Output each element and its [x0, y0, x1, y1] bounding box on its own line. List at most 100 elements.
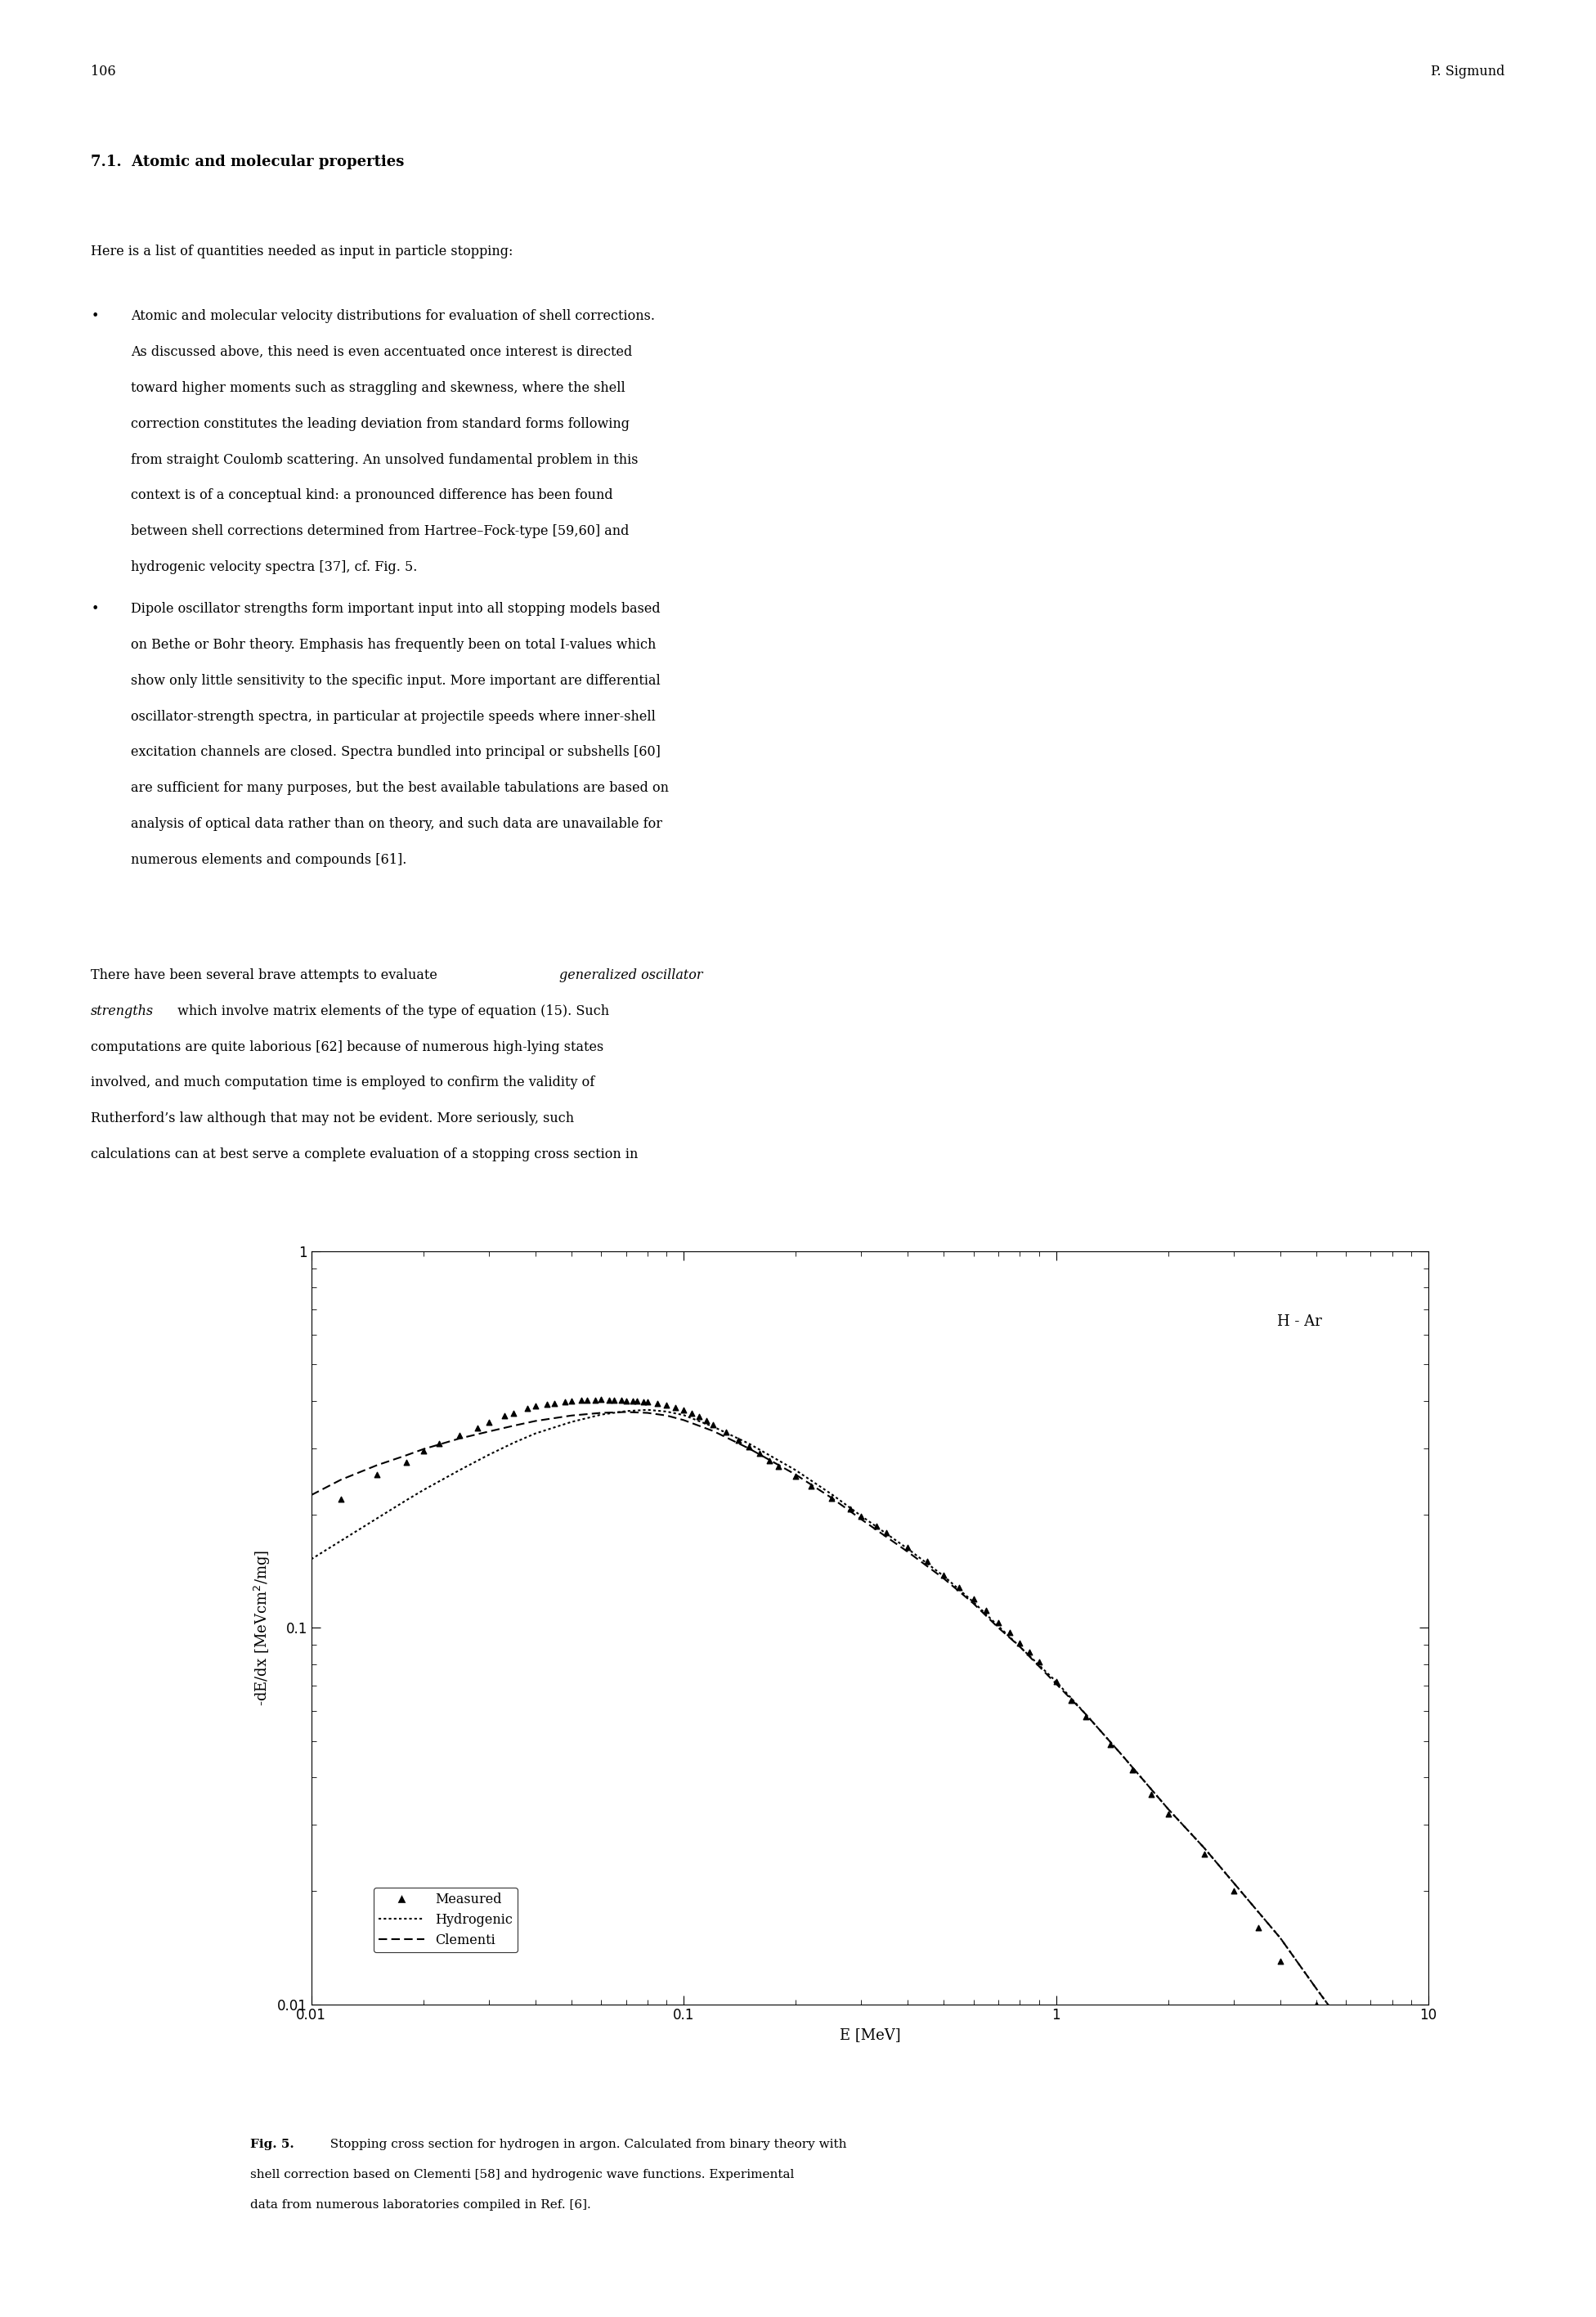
Point: [535, 1386, 560, 1423]
Point: [364, 1455, 389, 1492]
Point: [327, 1481, 353, 1518]
Point: [986, 1603, 1012, 1640]
Text: on Bethe or Bohr theory. Emphasis has frequently been on total I-values which: on Bethe or Bohr theory. Emphasis has fr…: [131, 637, 656, 651]
Point: [568, 1381, 594, 1418]
Text: involved, and much computation time is employed to confirm the validity of: involved, and much computation time is e…: [91, 1075, 595, 1089]
Point: [701, 1406, 726, 1443]
Point: [1138, 1777, 1163, 1814]
Point: [766, 1448, 792, 1485]
Point: [1119, 1752, 1144, 1789]
Point: [747, 1434, 772, 1471]
Text: computations are quite laborious [62] because of numerous high-lying states: computations are quite laborious [62] be…: [91, 1040, 603, 1054]
Text: correction constitutes the leading deviation from standard forms following: correction constitutes the leading devia…: [131, 417, 629, 431]
Point: [1017, 1633, 1042, 1671]
Point: [426, 1425, 452, 1462]
Text: show only little sensitivity to the specific input. More important are different: show only little sensitivity to the spec…: [131, 674, 661, 688]
Point: [736, 1427, 761, 1464]
Point: [476, 1404, 501, 1441]
Text: from straight Coulomb scattering. An unsolved fundamental problem in this: from straight Coulomb scattering. An uns…: [131, 452, 638, 466]
Point: [410, 1432, 436, 1469]
Point: [541, 1386, 567, 1423]
Point: [725, 1423, 750, 1460]
Point: [662, 1388, 688, 1425]
Text: data from numerous laboratories compiled in Ref. [6].: data from numerous laboratories compiled…: [251, 2199, 591, 2210]
Point: [693, 1402, 718, 1439]
Point: [597, 1381, 622, 1418]
Point: [946, 1569, 972, 1606]
Text: Here is a list of quantities needed as input in particle stopping:: Here is a list of quantities needed as i…: [91, 246, 514, 260]
Point: [522, 1388, 547, 1425]
Text: toward higher moments such as straggling and skewness, where the shell: toward higher moments such as straggling…: [131, 380, 626, 394]
Point: [1267, 1942, 1293, 1979]
Text: H - Ar: H - Ar: [1277, 1314, 1321, 1330]
Point: [670, 1393, 696, 1430]
Y-axis label: -dE/dx [MeVcm$^2$/mg]: -dE/dx [MeVcm$^2$/mg]: [252, 1550, 273, 1705]
Point: [1358, 2048, 1384, 2085]
Point: [974, 1592, 999, 1629]
Point: [895, 1529, 921, 1566]
Point: [514, 1390, 539, 1427]
Point: [1098, 1726, 1124, 1763]
Point: [447, 1416, 472, 1453]
Point: [1379, 2074, 1404, 2111]
Point: [559, 1383, 584, 1420]
Text: Fig. 5.: Fig. 5.: [251, 2139, 295, 2150]
Point: [849, 1497, 875, 1534]
Text: There have been several brave attempts to evaluate: There have been several brave attempts t…: [91, 969, 442, 982]
Text: 7.1.  Atomic and molecular properties: 7.1. Atomic and molecular properties: [91, 155, 404, 169]
Point: [1007, 1624, 1033, 1661]
Point: [873, 1513, 899, 1550]
Point: [635, 1383, 661, 1420]
Point: [602, 1381, 627, 1418]
Point: [464, 1409, 490, 1446]
Point: [619, 1383, 645, 1420]
Point: [757, 1441, 782, 1478]
Text: Stopping cross section for hydrogen in argon. Calculated from binary theory with: Stopping cross section for hydrogen in a…: [322, 2139, 847, 2150]
Point: [608, 1381, 634, 1418]
Point: [998, 1615, 1023, 1652]
Point: [1156, 1796, 1181, 1833]
Text: context is of a conceptual kind: a pronounced difference has been found: context is of a conceptual kind: a prono…: [131, 489, 613, 503]
Point: [1026, 1643, 1052, 1680]
Point: [1246, 1909, 1272, 1946]
Point: [686, 1399, 712, 1437]
Text: hydrogenic velocity spectra [37], cf. Fig. 5.: hydrogenic velocity spectra [37], cf. Fi…: [131, 561, 417, 575]
Point: [630, 1383, 656, 1420]
Text: are sufficient for many purposes, but the best available tabulations are based o: are sufficient for many purposes, but th…: [131, 781, 669, 795]
Point: [1416, 2113, 1441, 2150]
Text: Rutherford’s law although that may not be evident. More seriously, such: Rutherford’s law although that may not b…: [91, 1112, 575, 1126]
Text: •: •: [91, 602, 99, 616]
Point: [678, 1395, 704, 1432]
Text: •: •: [91, 308, 99, 322]
Point: [819, 1481, 844, 1518]
Text: As discussed above, this need is even accentuated once interest is directed: As discussed above, this need is even ac…: [131, 345, 632, 359]
Point: [713, 1413, 739, 1450]
Point: [798, 1467, 824, 1504]
Text: analysis of optical data rather than on theory, and such data are unavailable fo: analysis of optical data rather than on …: [131, 818, 662, 832]
Text: generalized oscillator: generalized oscillator: [559, 969, 702, 982]
Point: [654, 1386, 680, 1423]
Text: Atomic and molecular velocity distributions for evaluation of shell corrections.: Atomic and molecular velocity distributi…: [131, 308, 654, 322]
Text: calculations can at best serve a complete evaluation of a stopping cross section: calculations can at best serve a complet…: [91, 1147, 638, 1161]
Point: [1073, 1698, 1098, 1735]
Point: [838, 1490, 863, 1527]
Text: numerous elements and compounds [61].: numerous elements and compounds [61].: [131, 853, 407, 867]
Point: [589, 1381, 614, 1418]
Point: [784, 1457, 809, 1494]
Point: [645, 1386, 670, 1423]
Point: [1058, 1682, 1084, 1719]
Point: [1221, 1872, 1246, 1909]
Point: [575, 1381, 600, 1418]
Text: 106: 106: [91, 65, 117, 79]
Text: oscillator-strength spectra, in particular at projectile speeds where inner-shel: oscillator-strength spectra, in particul…: [131, 709, 656, 723]
Point: [961, 1580, 986, 1617]
Point: [1192, 1835, 1218, 1872]
Point: [501, 1395, 527, 1432]
X-axis label: E [MeV]: E [MeV]: [839, 2027, 900, 2041]
Text: shell correction based on Clementi [58] and hydrogenic wave functions. Experimen: shell correction based on Clementi [58] …: [251, 2169, 795, 2180]
Text: which involve matrix elements of the type of equation (15). Such: which involve matrix elements of the typ…: [174, 1003, 610, 1017]
Legend: Measured, Hydrogenic, Clementi: Measured, Hydrogenic, Clementi: [373, 1888, 517, 1953]
Point: [1044, 1664, 1069, 1701]
Text: strengths: strengths: [91, 1003, 155, 1017]
Text: Dipole oscillator strengths form important input into all stopping models based: Dipole oscillator strengths form importa…: [131, 602, 661, 616]
